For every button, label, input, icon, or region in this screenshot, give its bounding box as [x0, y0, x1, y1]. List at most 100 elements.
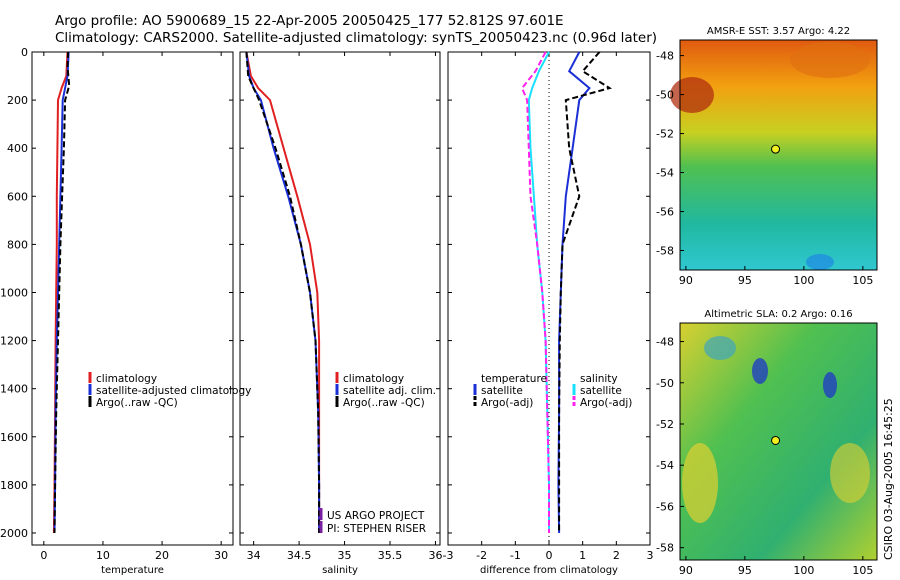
- y-tick-label: 1600: [0, 431, 28, 444]
- y-tick-label: -52: [656, 128, 674, 141]
- x-tick-label: 100: [793, 274, 814, 287]
- x-tick-label: 1: [579, 549, 586, 562]
- legend-entry: Argo(-adj): [580, 397, 632, 409]
- title-line-1: Argo profile: AO 5900689_15 22-Apr-2005 …: [55, 13, 564, 29]
- warm-patch: [670, 77, 714, 113]
- x-tick-label: 3: [647, 549, 654, 562]
- series-line-2: [245, 51, 321, 533]
- series-line-1: [245, 51, 321, 533]
- x-tick-label: 105: [852, 564, 873, 577]
- y-tick-label: -56: [656, 500, 674, 513]
- x-tick-label: 30: [214, 549, 228, 562]
- legend-entry: Argo(-adj): [481, 397, 533, 409]
- float-location-marker: [771, 144, 781, 154]
- series-line-3: [245, 51, 321, 533]
- annotation-text: PI: STEPHEN RISER: [327, 523, 426, 535]
- float-location-marker: [771, 435, 781, 445]
- x-tick-label: 90: [679, 564, 693, 577]
- legend-entry: satellite: [481, 385, 523, 397]
- legend-entry: satellite adj. clim.: [343, 385, 436, 397]
- cold-patch: [806, 254, 834, 270]
- x-tick-label: -2: [476, 549, 487, 562]
- y-tick-label: 1000: [0, 286, 28, 299]
- series-line-3: [527, 51, 550, 533]
- legend-entry: Argo(..raw -QC): [343, 397, 425, 409]
- x-tick-label: -1: [510, 549, 521, 562]
- map-title: AMSR-E SST: 3.57 Argo: 4.22: [707, 26, 850, 37]
- y-tick-label: 2000: [0, 527, 28, 540]
- x-tick-label: 34: [247, 549, 261, 562]
- credit-text: CSIRO 03-Aug-2005 16:45:25: [882, 398, 895, 560]
- high-patch: [682, 443, 718, 523]
- y-tick-label: -52: [656, 418, 674, 431]
- y-tick-label: -56: [656, 206, 674, 219]
- credit-stamp: CSIRO 03-Aug-2005 16:45:25: [882, 398, 895, 560]
- y-tick-label: -48: [656, 50, 674, 63]
- legend-entry: salinity: [580, 373, 618, 385]
- y-tick-label: 1400: [0, 383, 28, 396]
- y-tick-label: 0: [21, 46, 28, 59]
- legend-entry: temperature: [481, 373, 547, 385]
- map-field: [680, 40, 877, 270]
- plot-frame: [31, 51, 234, 546]
- map-panel-2: Altimetric SLA: 0.2 Argo: 0.16 90 95 100 105…: [656, 309, 878, 577]
- y-tick-label: 600: [7, 190, 28, 203]
- x-tick-label: 90: [679, 274, 693, 287]
- y-tick-label: 1800: [0, 479, 28, 492]
- x-tick-label: 2: [613, 549, 620, 562]
- high-patch: [830, 443, 870, 503]
- title-line-2: Climatology: CARS2000. Satellite-adjuste…: [55, 30, 658, 46]
- legend-entry: climatology: [343, 373, 404, 385]
- series-line-1: [557, 51, 591, 534]
- legend-entry: satellite: [580, 385, 622, 397]
- x-tick-label: 20: [155, 549, 169, 562]
- y-tick-label: -58: [656, 245, 674, 258]
- y-tick-label: 400: [7, 142, 28, 155]
- y-tick-label: 800: [7, 238, 28, 251]
- y-tick-label: -58: [656, 542, 674, 555]
- low-patch: [704, 336, 736, 360]
- x-tick-label: 95: [738, 274, 752, 287]
- x-axis-label: difference from climatology: [480, 565, 618, 576]
- y-tick-label: -50: [656, 377, 674, 390]
- x-tick-label: 105: [852, 274, 873, 287]
- legend-entry: satellite-adjusted climatology: [96, 385, 251, 397]
- x-tick-label: 35.5: [378, 549, 403, 562]
- x-tick-label: 0: [40, 549, 47, 562]
- annotation-text: US ARGO PROJECT: [327, 510, 425, 522]
- map-title: Altimetric SLA: 0.2 Argo: 0.16: [704, 309, 852, 320]
- profile-panel-2: 34 34.5 35 35.5 36 salinity: [239, 51, 442, 576]
- series-line-4: [520, 51, 550, 533]
- x-axis-label: temperature: [101, 565, 164, 576]
- warm-patch: [790, 42, 870, 78]
- x-tick-label: 10: [96, 549, 110, 562]
- series-line-2: [558, 51, 613, 533]
- x-tick-label: 35: [338, 549, 352, 562]
- x-tick-label: 34.5: [287, 549, 312, 562]
- y-tick-label: 200: [7, 94, 28, 107]
- low-patch: [823, 372, 837, 398]
- profile-panel-3: -3 -2 -1 0 1 2 3 difference from climatology: [443, 51, 654, 576]
- x-tick-label: 100: [793, 564, 814, 577]
- series-line-3: [53, 51, 71, 534]
- legend-entry: climatology: [96, 373, 157, 385]
- legend-panel-3: temperaturesatelliteArgo(-adj)salinitysa…: [473, 373, 632, 409]
- low-patch: [752, 358, 768, 384]
- x-tick-label: 36: [428, 549, 442, 562]
- y-tick-label: -48: [656, 336, 674, 349]
- map-frame: [679, 322, 878, 561]
- x-tick-label: 0: [546, 549, 553, 562]
- y-tick-label: -54: [656, 167, 674, 180]
- y-tick-label: -54: [656, 459, 674, 472]
- x-tick-label: 95: [738, 564, 752, 577]
- y-tick-label: -50: [656, 89, 674, 102]
- x-tick-label: -3: [443, 549, 454, 562]
- legend-entry: Argo(..raw -QC): [96, 397, 178, 409]
- profile-panel-1: 0 10 20 30 temperature 0 200 400 600 800 1000 1200 1…: [0, 46, 234, 576]
- plot-frame: [239, 51, 441, 546]
- map-panel-1: AMSR-E SST: 3.57 Argo: 4.22 90 95 100 105 -48…: [656, 26, 878, 287]
